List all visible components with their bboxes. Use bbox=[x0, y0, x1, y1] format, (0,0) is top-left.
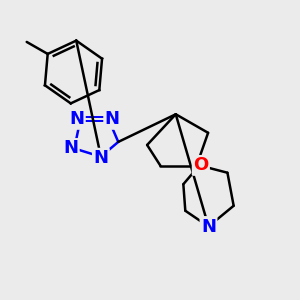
Text: N: N bbox=[69, 110, 84, 128]
Text: N: N bbox=[201, 218, 216, 236]
Text: O: O bbox=[193, 156, 208, 174]
Text: N: N bbox=[63, 140, 78, 158]
Text: N: N bbox=[105, 110, 120, 128]
Text: N: N bbox=[93, 149, 108, 167]
